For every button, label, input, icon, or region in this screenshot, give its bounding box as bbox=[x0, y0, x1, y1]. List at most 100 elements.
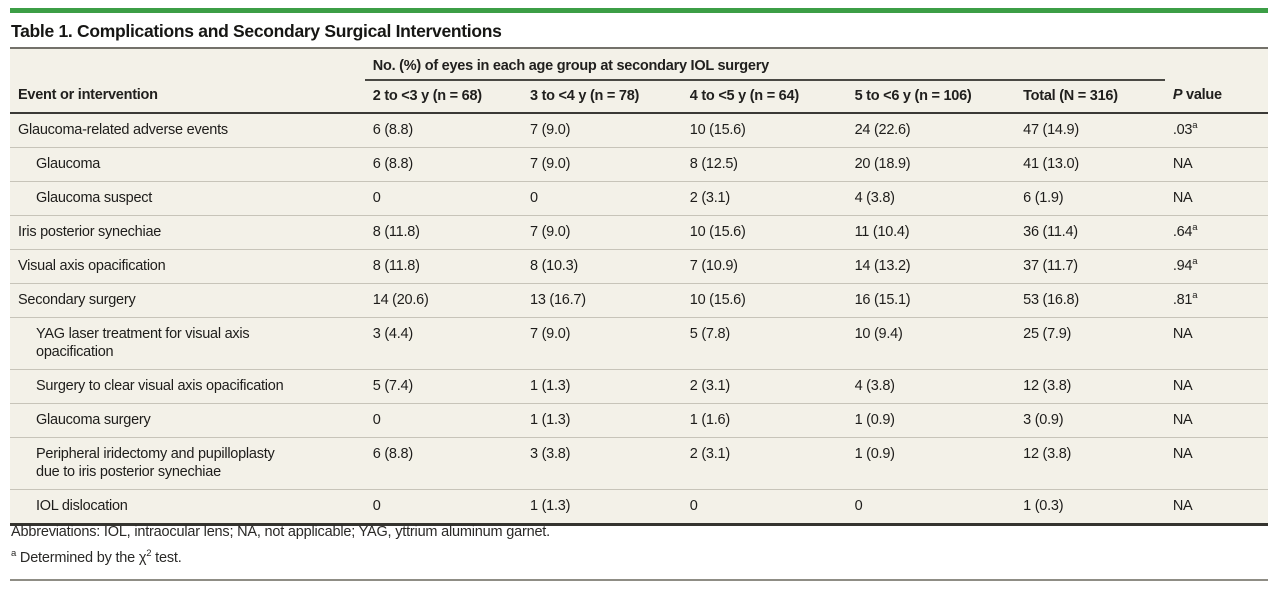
event-cell: Glaucoma-related adverse events bbox=[10, 113, 365, 148]
event-cell: Peripheral iridectomy and pupilloplasty … bbox=[10, 437, 365, 490]
p-value: .81 bbox=[1172, 292, 1193, 308]
value-cell: 5 (7.8) bbox=[681, 317, 847, 370]
value-cell: 10 (15.6) bbox=[681, 215, 847, 250]
value-cell: 0 bbox=[846, 489, 1016, 526]
abbreviations-footnote: Abbreviations: IOL, intraocular lens; NA… bbox=[11, 524, 550, 540]
p-value-cell: .03a bbox=[1164, 113, 1268, 148]
cell-value: 1 (1.3) bbox=[530, 412, 571, 428]
p-value-cell: NA bbox=[1164, 369, 1268, 404]
p-value: .03 bbox=[1172, 122, 1193, 138]
table-title: Table 1. Complications and Secondary Sur… bbox=[11, 21, 502, 41]
data-table: No. (%) of eyes in each age group at sec… bbox=[10, 49, 1268, 526]
cell-value: 7 (9.0) bbox=[530, 156, 571, 172]
value-cell: 3 (0.9) bbox=[1015, 403, 1165, 438]
footnote-a: a Determined by the χ2 test. bbox=[11, 549, 1268, 568]
p-sup: a bbox=[1192, 290, 1198, 302]
cell-value: 1 (0.9) bbox=[854, 412, 895, 428]
cell-value: 0 bbox=[854, 498, 863, 514]
p-value: NA bbox=[1172, 326, 1193, 342]
cell-value: 10 (9.4) bbox=[854, 326, 903, 342]
bottom-rule bbox=[10, 579, 1268, 581]
footnote-a-end: test. bbox=[151, 550, 182, 566]
value-cell: 20 (18.9) bbox=[846, 147, 1016, 182]
p-value: .94 bbox=[1172, 258, 1193, 274]
cell-value: 13 (16.7) bbox=[530, 292, 586, 308]
p-value-cell: NA bbox=[1164, 437, 1268, 490]
row-label: Glaucoma surgery bbox=[36, 412, 151, 428]
cell-value: 7 (9.0) bbox=[530, 326, 571, 342]
value-cell: 25 (7.9) bbox=[1015, 317, 1165, 370]
cell-value: 14 (13.2) bbox=[854, 258, 911, 274]
value-cell: 41 (13.0) bbox=[1015, 147, 1165, 182]
spanner-row: No. (%) of eyes in each age group at sec… bbox=[10, 49, 1268, 81]
cell-value: 1 (0.3) bbox=[1023, 498, 1064, 514]
table-row: Glaucoma surgery 0 1 (1.3) 1 (1.6) 1 (0.… bbox=[10, 403, 1268, 438]
cell-value: 2 (3.1) bbox=[689, 378, 730, 394]
event-cell: Visual axis opacification bbox=[10, 249, 365, 284]
cell-value: 1 (1.3) bbox=[530, 378, 571, 394]
event-cell: Secondary surgery bbox=[10, 283, 365, 318]
chi-exponent: 2 bbox=[146, 548, 152, 560]
p-value-cell: .64a bbox=[1164, 215, 1268, 250]
cell-value: 5 (7.8) bbox=[689, 326, 730, 342]
row-label: YAG laser treatment for visual axis opac… bbox=[36, 326, 250, 360]
value-cell: 12 (3.8) bbox=[1015, 437, 1165, 490]
value-cell: 16 (15.1) bbox=[846, 283, 1016, 318]
p-italic: P bbox=[1172, 87, 1183, 103]
value-cell: 3 (4.4) bbox=[364, 317, 522, 370]
cell-value: 5 (7.4) bbox=[372, 378, 413, 394]
value-cell: 6 (1.9) bbox=[1015, 181, 1165, 216]
value-cell: 1 (0.3) bbox=[1015, 489, 1165, 526]
cell-value: 3 (3.8) bbox=[530, 446, 571, 462]
value-cell: 4 (3.8) bbox=[846, 369, 1016, 404]
cell-value: 7 (10.9) bbox=[689, 258, 738, 274]
spanner-spacer-left bbox=[10, 49, 365, 80]
value-cell: 1 (1.3) bbox=[522, 489, 682, 526]
footnote-a-marker: a bbox=[11, 548, 17, 560]
value-cell: 1 (0.9) bbox=[846, 437, 1016, 490]
value-cell: 0 bbox=[364, 489, 522, 526]
cell-value: 1 (1.3) bbox=[530, 498, 571, 514]
value-cell: 8 (11.8) bbox=[364, 249, 522, 284]
row-label: Glaucoma bbox=[36, 156, 101, 172]
title-rule bbox=[10, 47, 1268, 49]
row-label: IOL dislocation bbox=[36, 498, 128, 514]
p-value: .64 bbox=[1172, 224, 1193, 240]
cell-value: 0 bbox=[372, 412, 381, 428]
event-cell: Glaucoma suspect bbox=[10, 181, 365, 216]
cell-value: 11 (10.4) bbox=[854, 224, 910, 240]
cell-value: 2 (3.1) bbox=[689, 446, 730, 462]
column-header-age-2-3: 2 to <3 y (n = 68) bbox=[364, 80, 522, 114]
footnote-a-text: Determined by the χ bbox=[16, 550, 147, 566]
cell-value: 3 (4.4) bbox=[372, 326, 413, 342]
table-container: No. (%) of eyes in each age group at sec… bbox=[10, 49, 1268, 526]
p-value: NA bbox=[1172, 498, 1193, 514]
value-cell: 24 (22.6) bbox=[846, 113, 1016, 148]
value-cell: 0 bbox=[364, 403, 522, 438]
value-cell: 12 (3.8) bbox=[1015, 369, 1165, 404]
value-cell: 8 (11.8) bbox=[364, 215, 522, 250]
value-cell: 6 (8.8) bbox=[364, 147, 522, 182]
value-cell: 0 bbox=[364, 181, 522, 216]
cell-value: 20 (18.9) bbox=[854, 156, 911, 172]
table-row: YAG laser treatment for visual axis opac… bbox=[10, 317, 1268, 370]
p-sup: a bbox=[1192, 256, 1198, 268]
cell-value: 0 bbox=[372, 190, 381, 206]
event-cell: Surgery to clear visual axis opacificati… bbox=[10, 369, 365, 404]
column-header-age-5-6: 5 to <6 y (n = 106) bbox=[846, 80, 1016, 114]
cell-value: 37 (11.7) bbox=[1023, 258, 1078, 274]
value-cell: 0 bbox=[522, 181, 682, 216]
value-cell: 2 (3.1) bbox=[681, 437, 847, 490]
p-rest: value bbox=[1182, 87, 1222, 103]
cell-value: 10 (15.6) bbox=[689, 122, 746, 138]
p-value: NA bbox=[1172, 446, 1193, 462]
value-cell: 37 (11.7) bbox=[1015, 249, 1165, 284]
value-cell: 1 (1.6) bbox=[681, 403, 847, 438]
spanner-spacer-right bbox=[1165, 49, 1268, 80]
event-cell: Glaucoma bbox=[10, 147, 365, 182]
p-value: NA bbox=[1172, 412, 1193, 428]
cell-value: 8 (11.8) bbox=[372, 224, 420, 240]
cell-value: 7 (9.0) bbox=[530, 224, 571, 240]
value-cell: 53 (16.8) bbox=[1015, 283, 1165, 318]
cell-value: 10 (15.6) bbox=[689, 292, 746, 308]
